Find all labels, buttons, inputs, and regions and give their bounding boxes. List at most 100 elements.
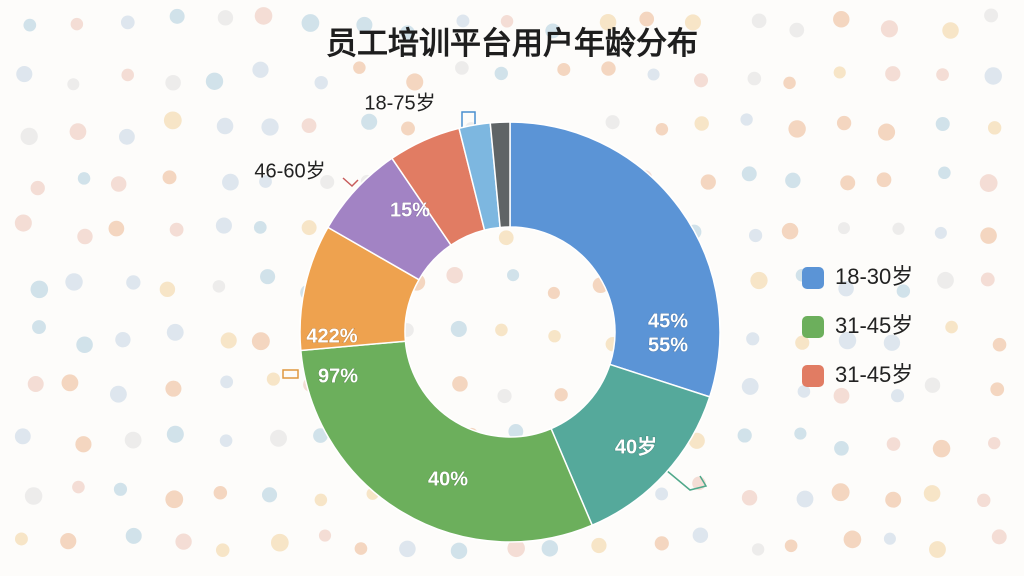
bg-dot	[301, 14, 320, 32]
bg-dot	[266, 372, 280, 386]
bg-dot	[990, 382, 1005, 397]
bg-dot	[118, 128, 135, 145]
bg-dot	[654, 536, 669, 551]
bg-dot	[655, 122, 669, 136]
bg-dot	[741, 378, 759, 395]
bg-dot	[945, 320, 958, 334]
bg-dot	[14, 214, 32, 232]
bg-dot	[924, 377, 941, 393]
bg-dot	[270, 429, 287, 447]
bg-dot	[639, 11, 655, 27]
annotation: 15%	[390, 199, 430, 221]
bg-dot	[318, 529, 332, 542]
bg-dot	[215, 543, 230, 557]
bg-dot	[124, 431, 142, 449]
bg-dot	[494, 66, 508, 81]
bg-dot	[507, 539, 525, 558]
bg-dot	[76, 336, 93, 354]
bg-dot	[883, 532, 896, 545]
bg-dot	[121, 68, 134, 82]
bg-dot	[694, 116, 709, 131]
legend: 18-30岁 31-45岁 31-45岁	[802, 264, 913, 387]
bg-dot	[320, 174, 335, 189]
annotation: 422%	[306, 325, 357, 347]
bg-dot	[401, 121, 415, 136]
bg-dot	[751, 543, 765, 556]
bg-dot	[938, 166, 951, 180]
bg-dot	[252, 61, 269, 78]
bg-dot	[834, 440, 849, 456]
bg-dot	[24, 487, 43, 505]
bg-dot	[20, 127, 38, 146]
bg-dot	[450, 320, 467, 337]
bg-dot	[979, 174, 998, 192]
bg-dot	[605, 115, 620, 130]
bg-dot	[446, 266, 463, 284]
legend-marker	[802, 365, 824, 387]
bg-dot	[833, 387, 850, 404]
bg-dot	[547, 286, 560, 300]
bg-dot	[886, 437, 901, 451]
bg-dot	[789, 22, 805, 38]
bg-dot	[554, 388, 568, 402]
bg-dot	[984, 67, 1002, 85]
bg-dot	[353, 61, 366, 74]
bg-dot	[655, 487, 669, 501]
bg-dot	[992, 337, 1007, 352]
leader-line	[461, 111, 476, 128]
annotations: 18-75岁 46-60岁 15% 422% 97% 45%55% 40岁 40%	[254, 91, 688, 491]
bg-dot	[747, 71, 762, 86]
donut-slice	[489, 121, 511, 229]
bg-dot	[796, 490, 814, 508]
bg-dot	[890, 389, 905, 403]
chart-title: 员工培训平台用户年龄分布	[326, 26, 698, 61]
bg-dot	[75, 436, 92, 453]
bg-dot	[843, 530, 862, 549]
bg-dot	[833, 66, 846, 79]
bg-dot	[16, 66, 33, 83]
bg-dot	[837, 222, 850, 235]
bg-dot	[885, 491, 902, 508]
bg-dot	[840, 175, 856, 191]
bg-dot	[892, 222, 905, 235]
bg-dot	[876, 172, 892, 188]
bg-dot	[833, 11, 850, 28]
bg-dot	[166, 425, 184, 443]
bg-dot	[980, 272, 995, 287]
annotation: 40岁	[615, 434, 657, 458]
legend-marker	[802, 267, 824, 289]
donut-slice	[509, 121, 721, 398]
bg-dot	[165, 380, 182, 397]
bg-dot	[883, 334, 901, 351]
bg-dot	[406, 73, 424, 91]
annotation: 55%	[648, 334, 688, 356]
bg-dot	[165, 490, 184, 509]
bg-dot	[452, 376, 468, 392]
bg-dot	[261, 487, 278, 503]
bg-dot	[126, 275, 141, 290]
bg-dot	[354, 542, 368, 555]
bg-dot	[987, 121, 1002, 135]
bg-dot	[831, 483, 850, 502]
bg-dot	[314, 493, 328, 507]
bg-dot	[748, 228, 763, 243]
bg-dot	[740, 113, 753, 126]
bg-dot	[61, 374, 79, 392]
bg-dot	[545, 23, 561, 39]
bg-dot	[110, 176, 127, 192]
bg-dot	[120, 15, 135, 30]
bg-dot	[507, 269, 520, 282]
bg-dot	[77, 228, 93, 245]
bg-dot	[261, 118, 279, 136]
bg-dot	[30, 180, 45, 196]
bg-dot	[301, 118, 317, 134]
bg-dot	[72, 480, 85, 494]
bg-dot	[788, 120, 806, 138]
bg-dot	[783, 76, 796, 90]
bg-dot	[251, 332, 270, 351]
bg-dot	[216, 117, 234, 135]
bg-dot	[746, 332, 760, 346]
bg-dot	[69, 123, 87, 141]
leader-lines	[282, 111, 708, 491]
